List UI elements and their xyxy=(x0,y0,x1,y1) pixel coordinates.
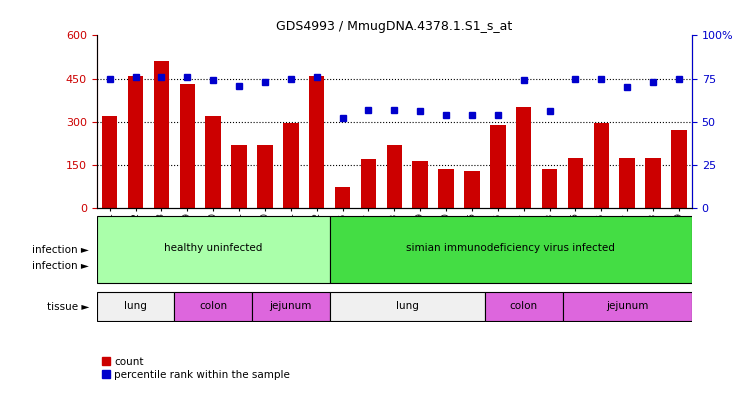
Bar xyxy=(102,116,118,208)
Text: colon: colon xyxy=(510,301,538,311)
Bar xyxy=(594,123,609,208)
Bar xyxy=(464,171,480,208)
Bar xyxy=(97,292,174,321)
Bar xyxy=(97,216,330,283)
Bar xyxy=(361,159,376,208)
Bar xyxy=(330,216,692,283)
Bar xyxy=(485,292,562,321)
Bar xyxy=(387,145,402,208)
Text: jejunum: jejunum xyxy=(606,301,649,311)
Text: simian immunodeficiency virus infected: simian immunodeficiency virus infected xyxy=(406,243,615,253)
Bar xyxy=(412,161,428,208)
Bar xyxy=(620,158,635,208)
Bar xyxy=(490,125,506,208)
Text: lung: lung xyxy=(396,301,419,311)
Text: jejunum: jejunum xyxy=(269,301,312,311)
Bar xyxy=(516,107,531,208)
Bar xyxy=(438,169,454,208)
Bar xyxy=(542,169,557,208)
Title: GDS4993 / MmugDNA.4378.1.S1_s_at: GDS4993 / MmugDNA.4378.1.S1_s_at xyxy=(276,20,513,33)
Bar xyxy=(174,292,252,321)
Bar xyxy=(257,145,273,208)
Text: healthy uninfected: healthy uninfected xyxy=(164,243,263,253)
Text: tissue ►: tissue ► xyxy=(47,301,89,312)
Bar xyxy=(128,76,144,208)
Bar xyxy=(330,292,485,321)
Bar xyxy=(671,130,687,208)
Text: colon: colon xyxy=(199,301,227,311)
Bar xyxy=(231,145,247,208)
Bar xyxy=(205,116,221,208)
Bar xyxy=(335,187,350,208)
Legend: count, percentile rank within the sample: count, percentile rank within the sample xyxy=(102,357,290,380)
Bar xyxy=(645,158,661,208)
Bar xyxy=(283,123,298,208)
Text: lung: lung xyxy=(124,301,147,311)
Bar xyxy=(562,292,692,321)
Text: infection ►: infection ► xyxy=(33,244,89,255)
Bar xyxy=(568,158,583,208)
Bar xyxy=(252,292,330,321)
Text: infection ►: infection ► xyxy=(33,261,89,271)
Bar xyxy=(154,61,169,208)
Bar xyxy=(179,84,195,208)
Bar xyxy=(309,76,324,208)
